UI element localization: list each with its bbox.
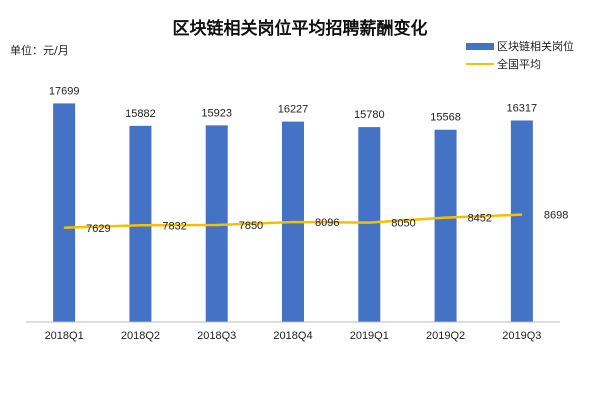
bar-data-label: 15568 — [430, 112, 461, 124]
bar-data-label: 16227 — [278, 104, 309, 116]
x-tick-label: 2018Q1 — [45, 330, 84, 342]
legend-label-bar: 区块链相关岗位 — [497, 40, 574, 53]
bar — [53, 103, 76, 322]
x-tick-label: 2019Q2 — [426, 330, 465, 342]
line-data-label: 8096 — [315, 217, 339, 229]
bar — [358, 127, 381, 322]
line-data-label: 8050 — [391, 218, 415, 230]
bar — [510, 120, 533, 322]
line-point — [368, 222, 370, 224]
legend-item-bar: 区块链相关岗位 — [466, 38, 574, 54]
line-data-label: 7850 — [239, 220, 263, 232]
line-data-label: 8452 — [468, 213, 492, 225]
x-tick-label: 2018Q2 — [121, 330, 160, 342]
line-data-label: 8698 — [544, 210, 568, 222]
line-data-label: 7629 — [86, 223, 110, 235]
legend-swatch-line — [466, 63, 494, 65]
line-point — [63, 227, 65, 229]
x-tick-label: 2019Q1 — [350, 330, 389, 342]
bar — [205, 125, 228, 322]
bar-data-label: 15780 — [354, 109, 385, 121]
legend-label-line: 全国平均 — [497, 58, 541, 71]
bar — [434, 129, 457, 322]
bar — [129, 125, 152, 322]
x-tick-label: 2018Q4 — [273, 330, 312, 342]
bar-data-label: 15923 — [201, 107, 232, 119]
bar-data-label: 17699 — [49, 85, 80, 97]
line-point — [521, 214, 523, 216]
chart-title: 区块链相关岗位平均招聘薪酬变化 — [172, 19, 428, 39]
unit-label: 单位：元/月 — [10, 44, 69, 57]
line-point — [445, 217, 447, 219]
line-point — [292, 221, 294, 223]
bar-data-label: 16317 — [507, 102, 538, 114]
line-point — [139, 224, 141, 226]
legend-swatch-bar — [466, 42, 494, 50]
x-tick-label: 2019Q3 — [502, 330, 541, 342]
bar-data-label: 15882 — [125, 108, 156, 120]
line-point — [216, 224, 218, 226]
line-data-label: 7832 — [162, 220, 186, 232]
x-tick-label: 2018Q3 — [197, 330, 236, 342]
legend-item-line: 全国平均 — [466, 56, 541, 72]
